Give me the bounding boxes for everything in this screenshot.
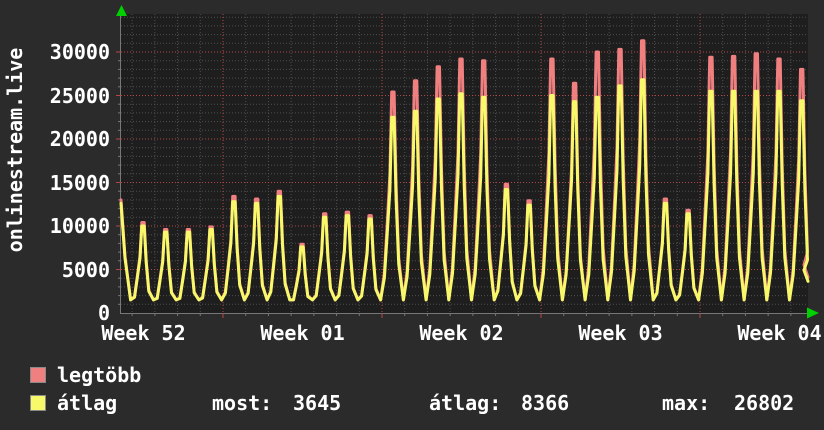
series-line-atlag <box>119 78 810 302</box>
y-tick-label: 30000 <box>49 40 110 64</box>
y-tick-label: 25000 <box>49 83 110 108</box>
stat-most-value: 3645 <box>293 391 342 415</box>
stat-max-value: 26802 <box>734 391 795 415</box>
x-tick-label: Week 03 <box>578 321 663 345</box>
y-tick-label: 0 <box>97 301 110 325</box>
legend-row-atlag: átlag most: 3645 átlag: 8366 max: 26802 <box>0 391 824 418</box>
legend-swatch-atlag <box>30 395 46 411</box>
y-axis-arrow-icon <box>116 5 127 16</box>
x-tick-label: Week 01 <box>260 321 345 345</box>
vertical-axis-title: onlinestream.live <box>3 47 27 253</box>
y-tick-label: 5000 <box>61 257 110 282</box>
legend-swatch-legtobb <box>30 367 46 383</box>
y-tick-label: 15000 <box>49 170 110 195</box>
legend-row-legtobb: legtöbb <box>0 363 824 390</box>
x-tick-label: Week 52 <box>101 321 186 345</box>
x-axis-arrow-icon <box>807 307 819 319</box>
stat-atlag-label: átlag: <box>429 391 502 415</box>
legend-label-atlag: átlag <box>57 391 118 415</box>
x-tick-label: Week 02 <box>419 321 504 345</box>
stat-atlag-value: 8366 <box>521 391 570 415</box>
y-tick-label: 20000 <box>49 127 110 151</box>
stat-max-label: max: <box>662 391 711 415</box>
legend-label-legtobb: legtöbb <box>57 363 142 387</box>
y-tick-label: 10000 <box>49 214 110 238</box>
stat-most-label: most: <box>212 391 273 415</box>
x-tick-label: Week 04 <box>737 321 822 345</box>
